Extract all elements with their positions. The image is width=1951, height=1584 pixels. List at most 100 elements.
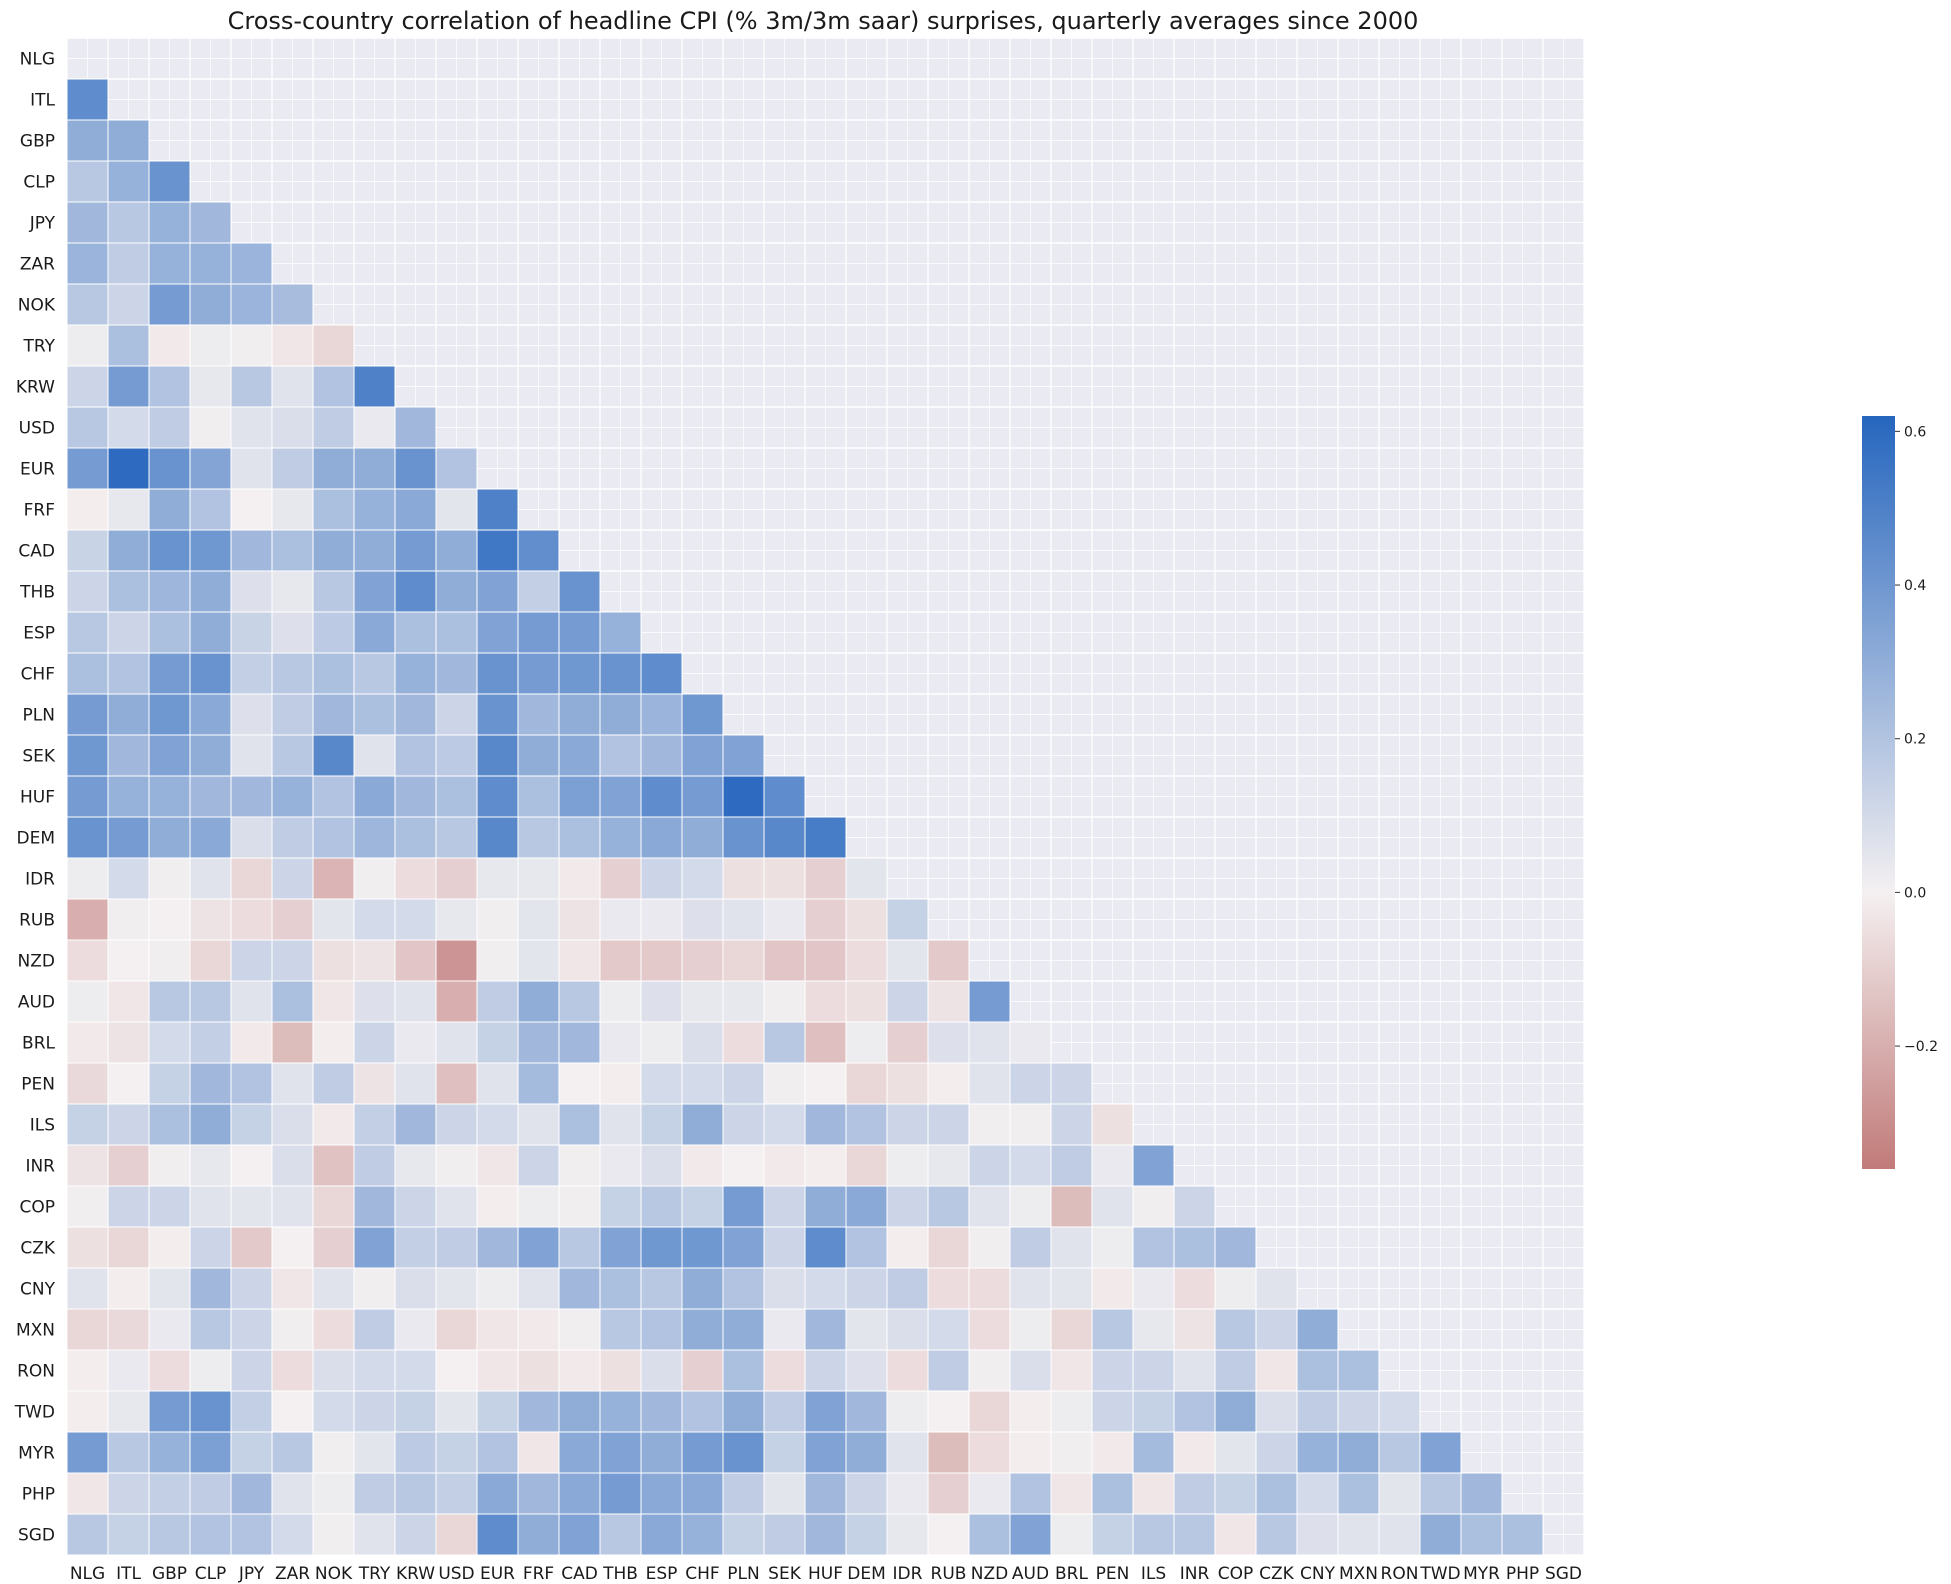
- heatmap-cell-PEN-ESP: [640, 1062, 683, 1105]
- column-label-ITL: ITL: [116, 1564, 141, 1584]
- heatmap-cell-MXN-AUD: [1009, 1308, 1052, 1351]
- heatmap-cell-TWD-GBP: [148, 1390, 191, 1433]
- heatmap-cell-COP-NZD: [968, 1185, 1011, 1228]
- heatmap-cell-RUB-ITL: [107, 898, 150, 941]
- heatmap-cell-PHP-CLP: [189, 1472, 232, 1515]
- heatmap-cell-MXN-ILS: [1132, 1308, 1175, 1351]
- heatmap-cell-RON-RUB: [927, 1349, 970, 1392]
- heatmap-cell-CNY-EUR: [476, 1267, 519, 1310]
- row-label-PHP: PHP: [22, 1485, 55, 1505]
- heatmap-cell-PHP-COP: [1214, 1472, 1257, 1515]
- row-label-AUD: AUD: [18, 993, 55, 1013]
- heatmap-cell-PEN-NOK: [312, 1062, 355, 1105]
- heatmap-cell-NZD-KRW: [394, 939, 437, 982]
- heatmap-cell-SGD-ITL: [107, 1513, 150, 1556]
- heatmap-cell-DEM-SEK: [763, 816, 806, 859]
- heatmap-cell-INR-ESP: [640, 1144, 683, 1187]
- colorbar-tick-label: 0.4: [1904, 578, 1926, 594]
- heatmap-cell-SEK-PLN: [722, 734, 765, 777]
- heatmap-cell-TWD-TRY: [353, 1390, 396, 1433]
- heatmap-cell-CHF-EUR: [476, 652, 519, 695]
- heatmap-cell-DEM-NLG: [66, 816, 109, 859]
- heatmap-cell-HUF-NOK: [312, 775, 355, 818]
- heatmap-cell-MYR-BRL: [1050, 1431, 1093, 1474]
- heatmap-cell-RON-CLP: [189, 1349, 232, 1392]
- heatmap-cell-SGD-FRF: [517, 1513, 560, 1556]
- heatmap-cell-MXN-RUB: [927, 1308, 970, 1351]
- heatmap-cell-CHF-USD: [435, 652, 478, 695]
- heatmap-cell-ILS-JPY: [230, 1103, 273, 1146]
- heatmap-cell-THB-ITL: [107, 570, 150, 613]
- heatmap-cell-KRW-JPY: [230, 365, 273, 408]
- heatmap-cell-MXN-FRF: [517, 1308, 560, 1351]
- row-label-PEN: PEN: [21, 1075, 55, 1095]
- heatmap-cell-RUB-CLP: [189, 898, 232, 941]
- heatmap-cell-CNY-CHF: [681, 1267, 724, 1310]
- heatmap-cell-ILS-AUD: [1009, 1103, 1052, 1146]
- heatmap-cell-PEN-RUB: [927, 1062, 970, 1105]
- heatmap-cell-CNY-ESP: [640, 1267, 683, 1310]
- heatmap-cell-SEK-KRW: [394, 734, 437, 777]
- heatmap-cell-PLN-NLG: [66, 693, 109, 736]
- heatmap-cell-TWD-RON: [1378, 1390, 1421, 1433]
- heatmap-cell-COP-TRY: [353, 1185, 396, 1228]
- heatmap-cell-MYR-NOK: [312, 1431, 355, 1474]
- heatmap-cell-CHF-ESP: [640, 652, 683, 695]
- heatmap-cell-INR-USD: [435, 1144, 478, 1187]
- heatmap-cell-BRL-EUR: [476, 1021, 519, 1064]
- heatmap-cell-RUB-IDR: [886, 898, 929, 941]
- heatmap-cell-USD-ZAR: [271, 406, 314, 449]
- heatmap-cell-INR-NOK: [312, 1144, 355, 1187]
- heatmap-cell-IDR-ZAR: [271, 857, 314, 900]
- heatmap-cell-DEM-ESP: [640, 816, 683, 859]
- heatmap-cell-PHP-NLG: [66, 1472, 109, 1515]
- heatmap-cell-KRW-ZAR: [271, 365, 314, 408]
- heatmap-cell-FRF-EUR: [476, 488, 519, 531]
- heatmap-cell-SGD-NZD: [968, 1513, 1011, 1556]
- heatmap-cell-MXN-SEK: [763, 1308, 806, 1351]
- heatmap-cell-KRW-GBP: [148, 365, 191, 408]
- heatmap-cell-PLN-EUR: [476, 693, 519, 736]
- heatmap-cell-MXN-USD: [435, 1308, 478, 1351]
- heatmap-cell-CNY-CLP: [189, 1267, 232, 1310]
- column-label-BRL: BRL: [1055, 1564, 1088, 1584]
- heatmap-cell-ESP-ZAR: [271, 611, 314, 654]
- heatmap-cell-NZD-GBP: [148, 939, 191, 982]
- heatmap-cell-CNY-CAD: [558, 1267, 601, 1310]
- heatmap-cell-PLN-FRF: [517, 693, 560, 736]
- heatmap-cell-TWD-CHF: [681, 1390, 724, 1433]
- heatmap-cell-TWD-NOK: [312, 1390, 355, 1433]
- heatmap-cell-RON-CAD: [558, 1349, 601, 1392]
- heatmap-cell-TRY-NLG: [66, 324, 109, 367]
- heatmap-cell-BRL-USD: [435, 1021, 478, 1064]
- row-label-GBP: GBP: [20, 132, 55, 152]
- heatmap-cell-CAD-TRY: [353, 529, 396, 572]
- heatmap-cell-INR-EUR: [476, 1144, 519, 1187]
- heatmap-cell-TRY-CLP: [189, 324, 232, 367]
- heatmap-cell-SGD-ESP: [640, 1513, 683, 1556]
- heatmap-cell-CZK-FRF: [517, 1226, 560, 1269]
- heatmap-cell-TWD-COP: [1214, 1390, 1257, 1433]
- heatmap-cell-CLP-GBP: [148, 160, 191, 203]
- heatmap-cell-RUB-KRW: [394, 898, 437, 941]
- heatmap-cell-IDR-JPY: [230, 857, 273, 900]
- heatmap-cell-PHP-NOK: [312, 1472, 355, 1515]
- heatmap-cell-CAD-KRW: [394, 529, 437, 572]
- heatmap-cell-BRL-NLG: [66, 1021, 109, 1064]
- heatmap-cell-SEK-ESP: [640, 734, 683, 777]
- heatmap-cell-COP-CHF: [681, 1185, 724, 1228]
- heatmap-cell-BRL-ZAR: [271, 1021, 314, 1064]
- heatmap-cell-CAD-USD: [435, 529, 478, 572]
- heatmap-cell-IDR-FRF: [517, 857, 560, 900]
- heatmap-cell-ESP-NLG: [66, 611, 109, 654]
- heatmap-cell-COP-AUD: [1009, 1185, 1052, 1228]
- heatmap-cell-PLN-GBP: [148, 693, 191, 736]
- heatmap-cell-IDR-ITL: [107, 857, 150, 900]
- heatmap-cell-MYR-GBP: [148, 1431, 191, 1474]
- heatmap-cell-TWD-AUD: [1009, 1390, 1052, 1433]
- column-labels: NLG ITL GBP CLP JPY ZAR NOK TRY KRW USD EUR FRF CAD T…: [70, 1564, 1582, 1584]
- heatmap-cell-MXN-CNY: [1296, 1308, 1339, 1351]
- row-label-NZD: NZD: [18, 952, 55, 972]
- heatmap-cell-SGD-GBP: [148, 1513, 191, 1556]
- heatmap-cell-NZD-CHF: [681, 939, 724, 982]
